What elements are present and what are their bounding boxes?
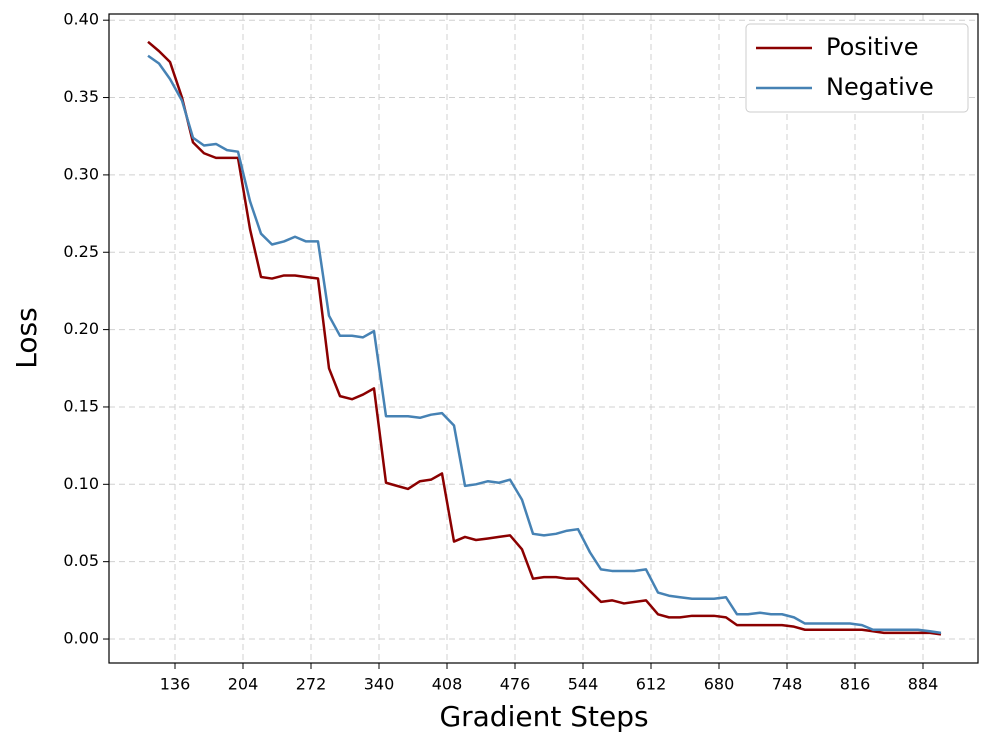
x-tick-label: 340 bbox=[364, 675, 395, 694]
x-tick-label: 204 bbox=[228, 675, 259, 694]
x-tick-label: 884 bbox=[908, 675, 939, 694]
plot-frame bbox=[108, 13, 979, 664]
y-tick-label: 0.20 bbox=[63, 319, 99, 338]
x-tick-label: 476 bbox=[500, 675, 531, 694]
y-tick-label: 0.25 bbox=[63, 242, 99, 261]
x-tick-label: 544 bbox=[568, 675, 599, 694]
x-tick-label: 612 bbox=[636, 675, 667, 694]
x-tick-label: 408 bbox=[432, 675, 463, 694]
y-tick-label: 0.10 bbox=[63, 474, 99, 493]
y-axis-label: Loss bbox=[10, 307, 43, 368]
x-axis-label: Gradient Steps bbox=[439, 700, 648, 733]
y-tick-label: 0.40 bbox=[63, 10, 99, 29]
x-tick-label: 816 bbox=[840, 675, 871, 694]
x-tick-label: 680 bbox=[704, 675, 735, 694]
legend-label: Negative bbox=[826, 73, 934, 101]
y-tick-label: 0.05 bbox=[63, 551, 99, 570]
y-tick-label: 0.35 bbox=[63, 87, 99, 106]
x-tick-label: 272 bbox=[296, 675, 327, 694]
line bbox=[147, 40, 942, 636]
line bbox=[147, 54, 942, 635]
y-tick-label: 0.15 bbox=[63, 396, 99, 415]
legend: Positive Negative bbox=[745, 23, 969, 113]
y-tick-label: 0.00 bbox=[63, 629, 99, 648]
legend-label: Positive bbox=[826, 33, 919, 61]
x-tick-label: 748 bbox=[772, 675, 803, 694]
legend-box bbox=[745, 23, 969, 113]
x-tick-label: 136 bbox=[160, 675, 191, 694]
y-tick-label: 0.30 bbox=[63, 164, 99, 183]
